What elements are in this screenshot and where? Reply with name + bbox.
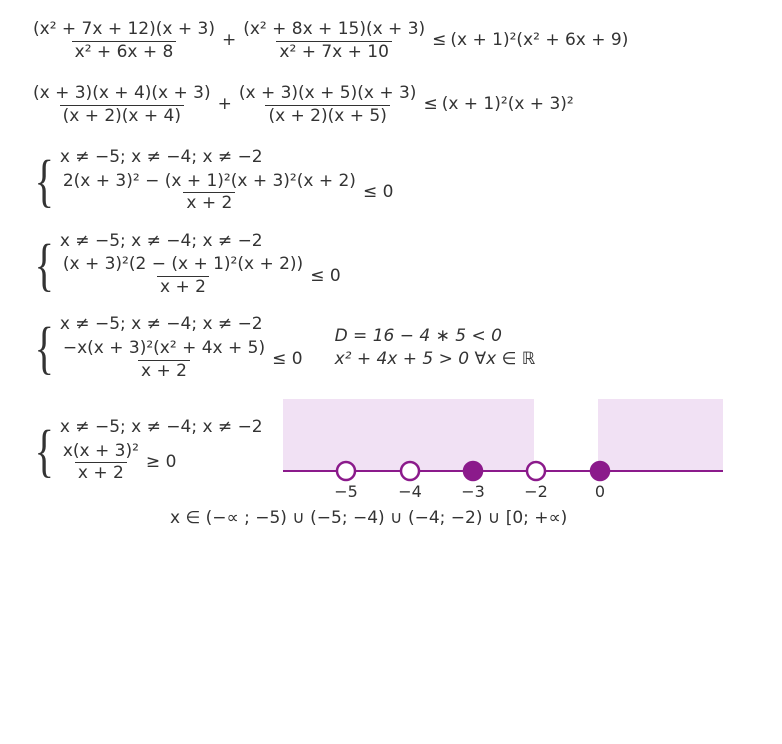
svg-text:−2: −2 xyxy=(524,482,548,501)
sys1-rel: ≤ 0 xyxy=(359,183,397,203)
eq2-frac1: (x + 3)(x + 4)(x + 3) (x + 2)(x + 4) xyxy=(30,84,214,126)
sys3-restrictions: x ≠ −5; x ≠ −4; x ≠ −2 xyxy=(60,315,307,335)
plus-op: + xyxy=(218,31,240,51)
sys4-rel: ≥ 0 xyxy=(142,453,180,473)
rel-op: ≤ xyxy=(428,31,450,51)
sys1-frac: 2(x + 3)² − (x + 1)²(x + 3)²(x + 2) x + … xyxy=(60,172,359,214)
eq1-frac2-den: x² + 7x + 10 xyxy=(276,41,392,63)
sys2-num: (x + 3)²(2 − (x + 1)²(x + 2)) xyxy=(60,255,306,276)
brace-icon: { xyxy=(34,232,55,298)
sys3-den: x + 2 xyxy=(138,360,190,382)
eq1-frac2: (x² + 8x + 15)(x + 3) x² + 7x + 10 xyxy=(240,20,428,62)
svg-text:−3: −3 xyxy=(461,482,485,501)
svg-text:−4: −4 xyxy=(398,482,422,501)
sys2-frac: (x + 3)²(2 − (x + 1)²(x + 2)) x + 2 xyxy=(60,255,306,297)
sys2-rel: ≤ 0 xyxy=(306,267,344,287)
eq2-frac1-den: (x + 2)(x + 4) xyxy=(60,105,184,127)
eq1-frac1-num: (x² + 7x + 12)(x + 3) xyxy=(30,20,218,41)
sys2-restrictions: x ≠ −5; x ≠ −4; x ≠ −2 xyxy=(60,232,345,252)
brace-icon: { xyxy=(34,148,55,214)
eq2-frac2: (x + 3)(x + 5)(x + 3) (x + 2)(x + 5) xyxy=(236,84,420,126)
brace-icon: { xyxy=(34,399,55,503)
sys3-frac: −x(x + 3)²(x² + 4x + 5) x + 2 xyxy=(60,339,268,381)
positivity-note: x² + 4x + 5 > 0 ∀x ∈ ℝ xyxy=(335,350,536,370)
system-2: { x ≠ −5; x ≠ −4; x ≠ −2 (x + 3)²(2 − (x… xyxy=(30,232,762,298)
number-line-wrap: −5 −4 −3 −2 0 xyxy=(283,393,723,503)
system-4: { x ≠ −5; x ≠ −4; x ≠ −2 x(x + 3)² x + 2… xyxy=(30,399,762,503)
eq1-frac2-num: (x² + 8x + 15)(x + 3) xyxy=(240,20,428,41)
sys1-num: 2(x + 3)² − (x + 1)²(x + 3)²(x + 2) xyxy=(60,172,359,193)
equation-2: (x + 3)(x + 4)(x + 3) (x + 2)(x + 4) + (… xyxy=(30,84,762,126)
eq2-frac2-num: (x + 3)(x + 5)(x + 3) xyxy=(236,84,420,105)
sys2-den: x + 2 xyxy=(157,276,209,298)
discriminant-note: D = 16 − 4 ∗ 5 < 0 xyxy=(335,327,536,347)
sys3-num: −x(x + 3)²(x² + 4x + 5) xyxy=(60,339,268,360)
answer: x ∈ (−∝ ; −5) ∪ (−5; −4) ∪ (−4; −2) ∪ [0… xyxy=(170,509,762,529)
eq2-frac1-num: (x + 3)(x + 4)(x + 3) xyxy=(30,84,214,105)
sys4-den: x + 2 xyxy=(75,462,127,484)
sys4-restrictions: x ≠ −5; x ≠ −4; x ≠ −2 xyxy=(60,418,263,438)
sys1-restrictions: x ≠ −5; x ≠ −4; x ≠ −2 xyxy=(60,148,398,168)
sys3-rel: ≤ 0 xyxy=(268,350,306,370)
system-1: { x ≠ −5; x ≠ −4; x ≠ −2 2(x + 3)² − (x … xyxy=(30,148,762,214)
system-3: { x ≠ −5; x ≠ −4; x ≠ −2 −x(x + 3)²(x² +… xyxy=(30,315,762,381)
sys1-den: x + 2 xyxy=(183,192,235,214)
plus-op: + xyxy=(214,95,236,115)
sys4-frac: x(x + 3)² x + 2 xyxy=(60,442,142,484)
brace-icon: { xyxy=(34,315,55,381)
rel-op: ≤ xyxy=(419,95,441,115)
svg-text:0: 0 xyxy=(595,482,605,501)
eq1-frac1-den: x² + 6x + 8 xyxy=(72,41,177,63)
eq2-rhs: (x + 1)²(x + 3)² xyxy=(442,95,574,115)
eq1-rhs: (x + 1)²(x² + 6x + 9) xyxy=(450,31,628,51)
eq1-frac1: (x² + 7x + 12)(x + 3) x² + 6x + 8 xyxy=(30,20,218,62)
side-notes: D = 16 − 4 ∗ 5 < 0 x² + 4x + 5 > 0 ∀x ∈ … xyxy=(335,315,536,381)
sys4-num: x(x + 3)² xyxy=(60,442,142,463)
equation-1: (x² + 7x + 12)(x + 3) x² + 6x + 8 + (x² … xyxy=(30,20,762,62)
svg-text:−5: −5 xyxy=(334,482,358,501)
number-line: −5 −4 −3 −2 0 xyxy=(283,393,723,503)
eq2-frac2-den: (x + 2)(x + 5) xyxy=(265,105,389,127)
